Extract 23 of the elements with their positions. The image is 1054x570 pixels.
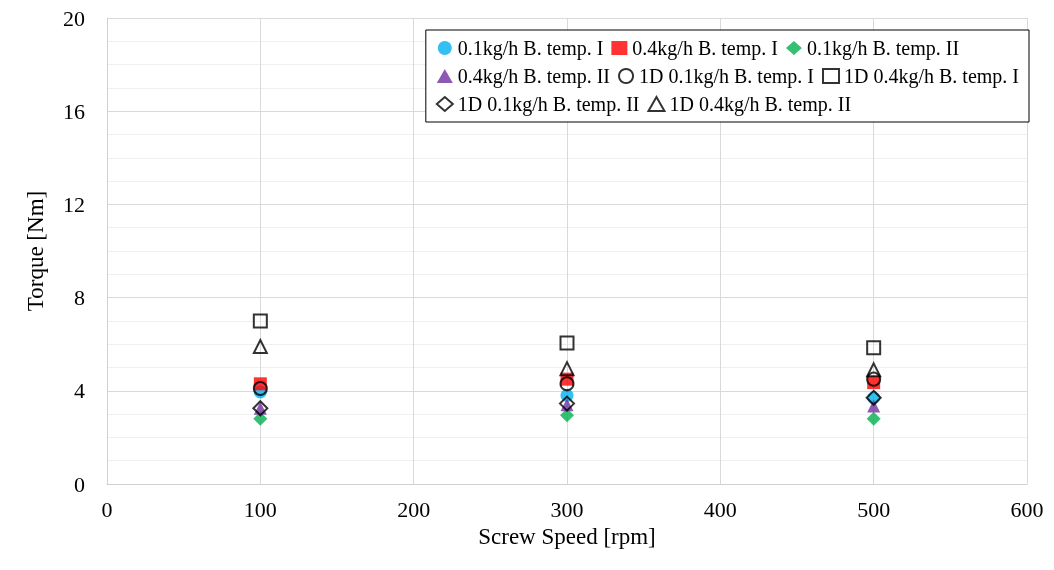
legend-label: 1D 0.4kg/h B. temp. I [844,65,1020,88]
y-tick-label: 0 [74,471,85,497]
legend-label: 0.1kg/h B. temp. I [457,37,604,60]
legend-label: 0.4kg/h B. temp. I [632,37,778,60]
legend-label: 1D 0.4kg/h B. temp. II [669,93,852,116]
x-tick-label: 100 [243,496,277,522]
x-tick-label: 400 [703,496,737,522]
y-axis-title: Torque [Nm] [23,190,48,312]
x-tick-label: 600 [1010,496,1044,522]
y-tick-label: 16 [63,98,85,124]
x-axis-title: Screw Speed [rpm] [478,523,656,549]
x-tick-label: 0 [101,496,113,522]
x-tick-label: 500 [857,496,891,522]
y-tick-label: 12 [63,191,85,217]
y-tick-label: 20 [63,5,85,31]
legend-label: 0.4kg/h B. temp. II [457,65,611,88]
y-tick-label: 8 [74,285,85,311]
legend-label: 0.1kg/h B. temp. II [806,37,960,60]
legend-label: 1D 0.1kg/h B. temp. I [639,65,815,88]
x-tick-label: 200 [397,496,431,522]
y-tick-label: 4 [74,378,85,404]
x-tick-label: 300 [550,496,584,522]
legend-label: 1D 0.1kg/h B. temp. II [457,93,640,116]
